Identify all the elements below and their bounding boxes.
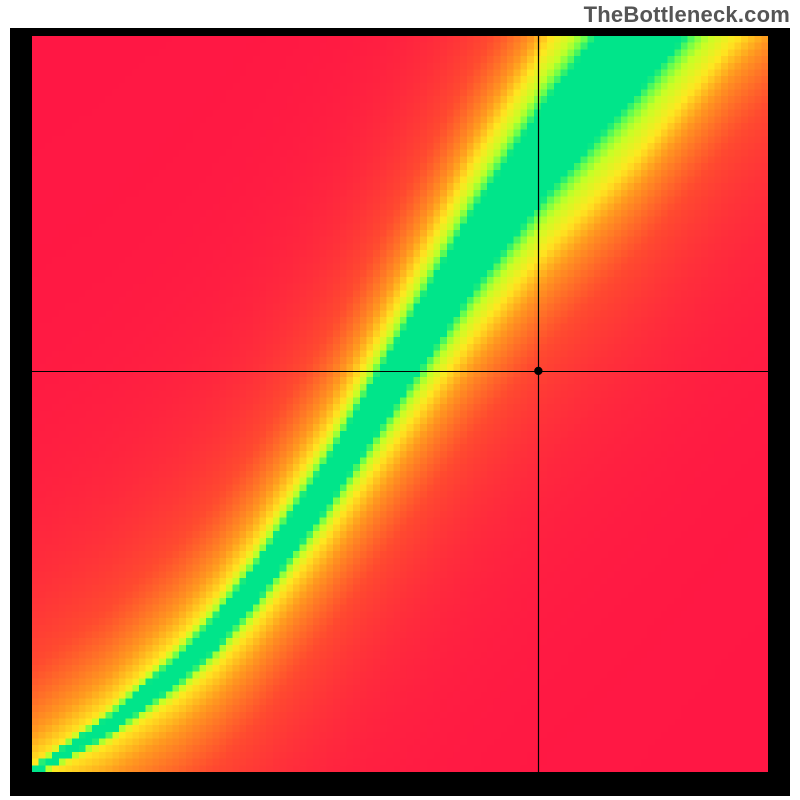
heatmap-container	[10, 28, 790, 796]
watermark-text: TheBottleneck.com	[584, 2, 790, 28]
crosshair-overlay	[32, 36, 768, 772]
